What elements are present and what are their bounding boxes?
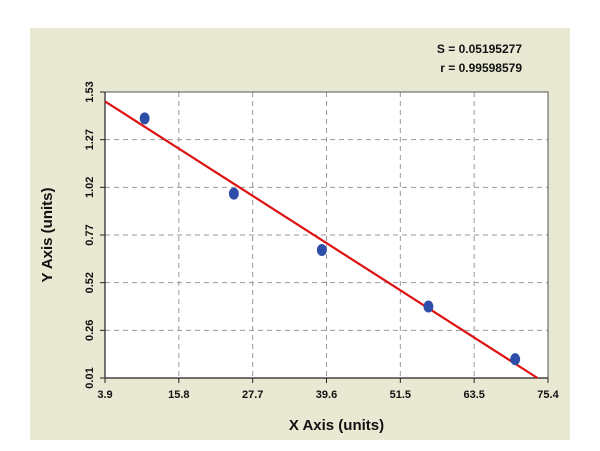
x-tick-label: 63.5: [463, 389, 484, 401]
chart-panel: 3.9 15.8 27.7 39.6 51.5 63.5 75.4 0.01 0.26 0.52 0…: [30, 28, 570, 440]
x-tick-label: 39.6: [316, 389, 337, 401]
fit-line: [104, 100, 539, 379]
x-tick-label: 27.7: [242, 389, 263, 401]
y-tick-label: 0.26: [84, 320, 96, 341]
data-point: [510, 353, 521, 366]
y-axis-title: Y Axis (units): [39, 187, 56, 282]
x-axis-title: X Axis (units): [289, 417, 384, 434]
data-point: [316, 244, 327, 257]
x-tick-label: 3.9: [97, 389, 112, 401]
x-tick-label: 15.8: [168, 389, 189, 401]
y-tick-label: 0.52: [84, 272, 96, 293]
annotation-s: S = 0.05195277: [436, 42, 522, 56]
chart-svg: 3.9 15.8 27.7 39.6 51.5 63.5 75.4 0.01 0.26 0.52 0…: [39, 81, 560, 434]
data-point: [423, 300, 434, 313]
y-tick-label: 1.27: [84, 129, 96, 150]
data-point: [139, 112, 150, 125]
data-point: [228, 187, 239, 200]
annotation-r: r = 0.99598579: [440, 61, 522, 75]
y-tick-label: 1.53: [84, 81, 96, 102]
x-tick-label: 51.5: [390, 389, 411, 401]
x-tick-label: 75.4: [537, 389, 559, 401]
y-tick-label: 0.77: [84, 224, 96, 245]
y-tick-label: 1.02: [84, 177, 96, 198]
y-tick-label: 0.01: [84, 367, 96, 388]
